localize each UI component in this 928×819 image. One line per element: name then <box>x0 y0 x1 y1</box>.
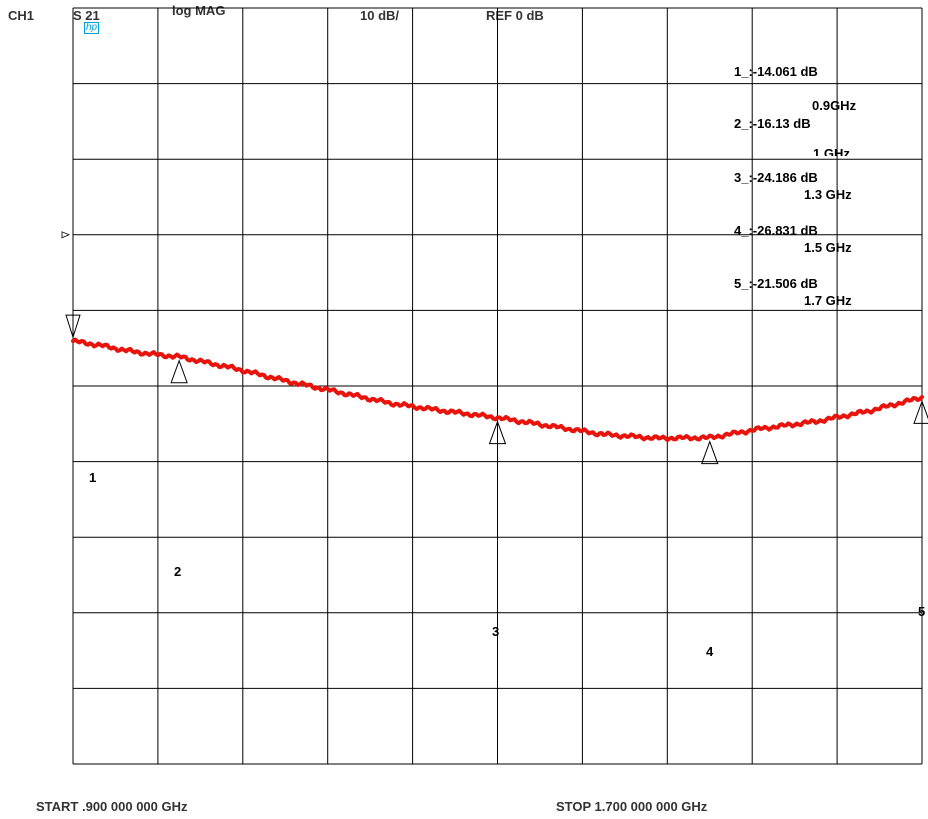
trace-s21 <box>71 337 924 442</box>
marker-2-triangle <box>170 359 188 384</box>
marker-1-number: 1 <box>89 470 97 485</box>
marker-5-triangle <box>913 399 928 424</box>
marker-2-frequency: 1 GHz <box>813 146 850 156</box>
marker-3-readout: 3_:-24.186 dB <box>734 170 818 185</box>
start-frequency: START .900 000 000 GHz <box>36 799 188 814</box>
marker-3-frequency: 1.3 GHz <box>804 187 852 202</box>
format-label: log MAG <box>172 3 226 18</box>
marker-4-readout: 4_:-26.831 dB <box>734 223 818 238</box>
marker-2-number: 2 <box>174 564 182 579</box>
marker-5-frequency: 1.7 GHz <box>804 293 852 308</box>
marker-4-frequency: 1.5 GHz <box>804 240 852 255</box>
stop-frequency: STOP 1.700 000 000 GHz <box>556 799 708 814</box>
graticule <box>72 7 923 765</box>
scale-label: 10 dB/ <box>360 8 400 23</box>
marker-4-triangle <box>701 440 719 465</box>
marker-1-triangle <box>65 314 81 339</box>
marker-3-triangle <box>488 420 507 445</box>
marker-4-number: 4 <box>706 644 714 659</box>
marker-triangles <box>65 314 928 465</box>
reference-level-pointer <box>61 231 71 239</box>
marker-1-readout: 1_:-14.061 dB <box>734 64 818 79</box>
marker-5-number: 5 <box>918 604 926 619</box>
parameter-label: S 21 <box>73 8 100 23</box>
marker-1-frequency: 0.9GHz <box>812 98 857 113</box>
marker-3-number: 3 <box>492 624 500 639</box>
marker-2-readout: 2_:-16.13 dB <box>734 116 811 131</box>
channel-label: CH1 <box>8 8 35 23</box>
marker-5-readout: 5_:-21.506 dB <box>734 276 818 291</box>
hp-logo: hp <box>84 22 100 34</box>
reference-label: REF 0 dB <box>486 8 544 23</box>
